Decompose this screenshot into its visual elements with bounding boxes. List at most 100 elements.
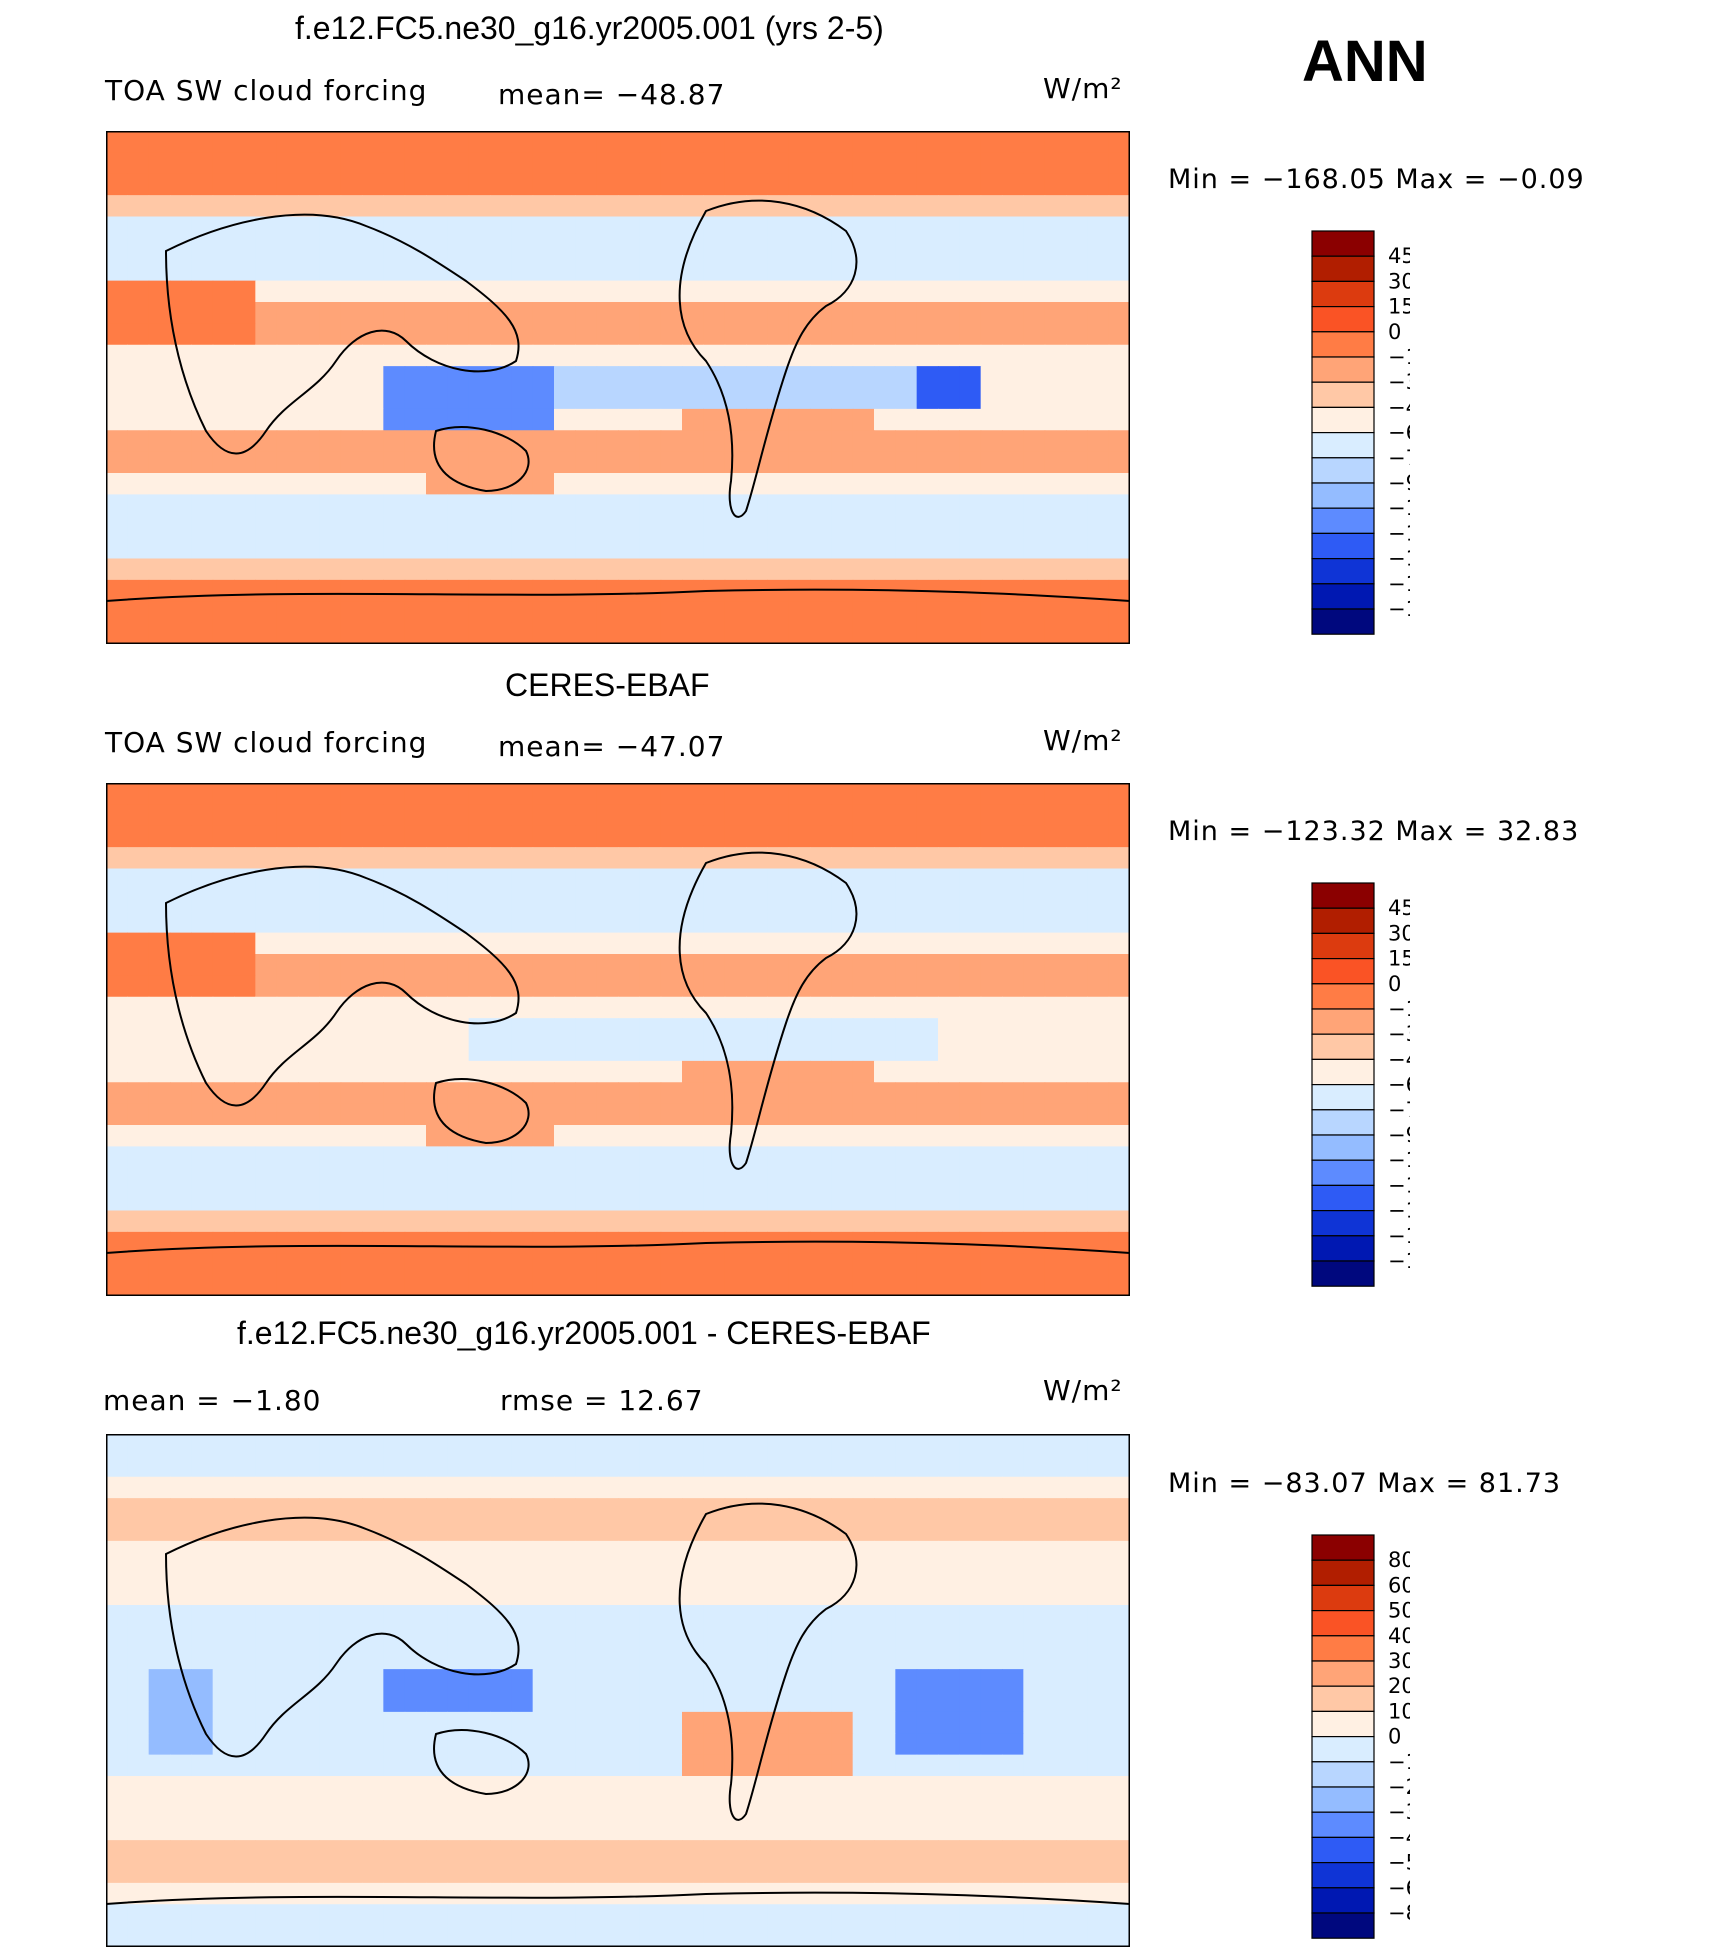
heatmap-cell	[788, 451, 811, 474]
heatmap-cell	[276, 1039, 299, 1062]
heatmap-cell	[362, 1711, 384, 1734]
heatmap-cell	[170, 1189, 192, 1212]
heatmap-cell	[938, 1519, 960, 1542]
heatmap-cell	[703, 473, 726, 495]
heatmap-cell	[724, 1125, 747, 1147]
heatmap-cell	[212, 237, 235, 260]
heatmap-cell	[276, 558, 299, 581]
heatmap-cell	[1023, 1797, 1046, 1820]
heatmap-cell	[148, 1669, 171, 1692]
heatmap-cell	[810, 1754, 832, 1777]
heatmap-cell	[554, 344, 576, 367]
heatmap-cell	[532, 1455, 555, 1478]
heatmap-cell	[831, 1455, 854, 1478]
heatmap-cell	[383, 1455, 406, 1478]
heatmap-cell	[404, 131, 427, 153]
heatmap-cell	[532, 1818, 555, 1841]
heatmap-cell	[426, 408, 448, 431]
heatmap-cell	[468, 1540, 491, 1563]
heatmap-cell	[660, 1167, 683, 1190]
heatmap-cell	[554, 804, 576, 827]
heatmap-cell	[618, 1840, 640, 1863]
heatmap-cell	[916, 1904, 939, 1927]
heatmap-cell	[831, 1274, 854, 1296]
heatmap-cell	[1087, 1103, 1110, 1126]
heatmap-cell	[511, 173, 534, 196]
heatmap-cell	[682, 1626, 704, 1649]
heatmap-cell	[618, 825, 640, 848]
heatmap-cell	[191, 1498, 214, 1521]
heatmap-cell	[618, 1925, 640, 1947]
heatmap-cell	[916, 366, 939, 389]
heatmap-cell	[212, 1925, 235, 1947]
heatmap-cell	[319, 430, 342, 453]
heatmap-cell	[511, 237, 534, 260]
heatmap-cell	[746, 344, 768, 367]
heatmap-cell	[426, 366, 448, 389]
heatmap-cell	[618, 783, 640, 805]
heatmap-cell	[1087, 302, 1110, 324]
heatmap-cell	[255, 1690, 278, 1713]
heatmap-cell	[1108, 152, 1130, 175]
heatmap-cell	[660, 847, 683, 870]
heatmap-cell	[1066, 1039, 1088, 1062]
heatmap-cell	[724, 216, 747, 239]
heatmap-cell	[340, 804, 363, 827]
colorbar-label: −45	[1388, 395, 1410, 419]
heatmap-cell	[340, 280, 363, 303]
heatmap-cell	[703, 1253, 726, 1276]
colorbar-box	[1311, 230, 1375, 257]
heatmap-cell	[1087, 1840, 1110, 1863]
heatmap-cell	[468, 451, 491, 474]
heatmap-cell	[170, 1103, 192, 1126]
heatmap-cell	[340, 825, 363, 848]
heatmap-cell	[383, 131, 406, 153]
heatmap-cell	[255, 1605, 278, 1627]
heatmap-cell	[447, 473, 470, 495]
heatmap-cell	[639, 1583, 662, 1606]
heatmap-cell	[319, 1167, 342, 1190]
heatmap-cell	[874, 1861, 896, 1884]
heatmap-cell	[959, 1476, 982, 1499]
heatmap-cell	[511, 1125, 534, 1147]
heatmap-cell	[404, 1626, 427, 1649]
heatmap-cell	[1087, 1626, 1110, 1649]
heatmap-cell	[340, 1711, 363, 1734]
heatmap-cell	[234, 366, 256, 389]
heatmap-cell	[127, 1039, 150, 1062]
heatmap-cell	[618, 558, 640, 581]
heatmap-cell	[831, 430, 854, 453]
heatmap-cell	[148, 280, 171, 303]
heatmap-cell	[447, 932, 470, 955]
heatmap-cell	[1066, 911, 1088, 934]
heatmap-cell	[127, 1690, 150, 1713]
heatmap-cell	[1108, 280, 1130, 303]
heatmap-cell	[682, 954, 704, 976]
heatmap-cell	[831, 847, 854, 870]
heatmap-cell	[404, 954, 427, 976]
heatmap-field	[106, 131, 1130, 644]
heatmap-cell	[831, 1060, 854, 1083]
heatmap-cell	[511, 1754, 534, 1777]
heatmap-cell	[511, 1904, 534, 1927]
heatmap-cell	[852, 344, 875, 367]
heatmap-cell	[682, 1519, 704, 1542]
heatmap-cell	[106, 430, 128, 453]
heatmap-cell	[340, 1060, 363, 1083]
heatmap-cell	[767, 1882, 790, 1905]
heatmap-cell	[703, 1583, 726, 1606]
heatmap-cell	[468, 259, 491, 282]
heatmap-cell	[1002, 387, 1024, 410]
heatmap-cell	[767, 1540, 790, 1563]
heatmap-cell	[1087, 911, 1110, 934]
heatmap-cell	[362, 601, 384, 624]
heatmap-cell	[191, 1776, 214, 1798]
heatmap-cell	[532, 1754, 555, 1777]
heatmap-cell	[575, 1434, 598, 1456]
heatmap-cell	[831, 280, 854, 303]
heatmap-cell	[660, 1253, 683, 1276]
heatmap-cell	[767, 1519, 790, 1542]
heatmap-cell	[1002, 601, 1024, 624]
heatmap-cell	[404, 1882, 427, 1905]
heatmap-cell	[447, 1776, 470, 1798]
